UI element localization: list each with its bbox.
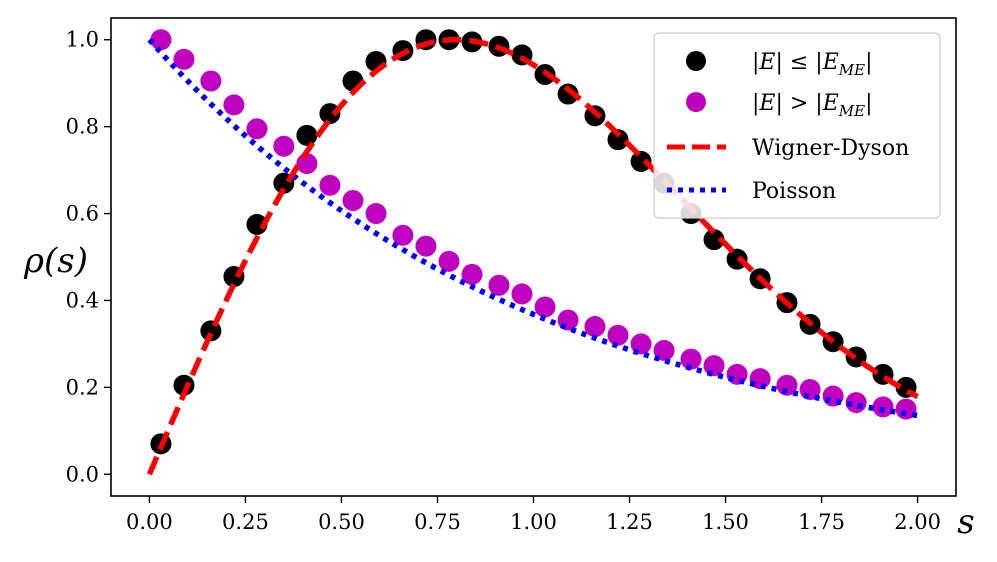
y-tick-label: 0.0 [66, 462, 99, 486]
point-above-mobility-edge [653, 339, 675, 361]
legend-marker-black-dot [686, 51, 706, 71]
y-tick-label: 0.2 [66, 375, 99, 399]
legend-label-above-mobility-edge: |E| > |EME| [752, 91, 873, 120]
point-above-mobility-edge [461, 263, 483, 285]
point-above-mobility-edge [726, 363, 748, 385]
point-above-mobility-edge [273, 135, 295, 157]
point-above-mobility-edge [392, 224, 414, 246]
y-axis-label: ρ(s) [23, 241, 88, 281]
point-below-mobility-edge [630, 150, 652, 172]
point-above-mobility-edge [776, 374, 798, 396]
point-above-mobility-edge [173, 48, 195, 70]
x-tick-label: 0.25 [222, 510, 269, 534]
point-above-mobility-edge [872, 396, 894, 418]
point-above-mobility-edge [415, 235, 437, 257]
series-layer [146, 29, 919, 476]
wigner-dyson-curve [146, 36, 919, 476]
point-above-mobility-edge [365, 203, 387, 225]
point-above-mobility-edge [488, 274, 510, 296]
point-above-mobility-edge [895, 398, 917, 420]
x-tick-label: 0.50 [318, 510, 365, 534]
x-tick-label: 1.25 [606, 510, 653, 534]
point-above-mobility-edge [534, 296, 556, 318]
x-axis-label: s [957, 502, 974, 542]
y-tick-label: 0.4 [66, 288, 99, 312]
y-tick-label: 1.0 [66, 28, 99, 52]
point-below-mobility-edge [703, 229, 725, 251]
x-tick-label: 1.00 [510, 510, 557, 534]
point-above-mobility-edge [200, 70, 222, 92]
point-below-mobility-edge [319, 103, 341, 125]
legend-label-below-mobility-edge: |E| ≤ |EME| [752, 50, 873, 79]
x-tick-label: 2.00 [894, 510, 941, 534]
point-above-mobility-edge [150, 29, 172, 51]
y-tick-label: 0.8 [66, 115, 99, 139]
point-below-mobility-edge [246, 213, 268, 235]
point-below-mobility-edge [296, 124, 318, 146]
point-above-mobility-edge [680, 348, 702, 370]
point-above-mobility-edge [607, 324, 629, 346]
point-above-mobility-edge [342, 190, 364, 212]
legend: |E| ≤ |EME| |E| > |EME| Wigner-Dyson Poi… [653, 32, 941, 219]
x-tick-label: 1.75 [798, 510, 845, 534]
point-above-mobility-edge [703, 355, 725, 377]
point-below-mobility-edge [607, 129, 629, 151]
y-tick-label: 0.6 [66, 202, 99, 226]
legend-label-wigner-dyson: Wigner-Dyson [752, 136, 909, 161]
axes-layer: 0.00 0.25 0.50 0.75 1.00 1.25 1.50 1.75 2.00 0.0 0… [66, 28, 941, 534]
x-tick-label: 0.00 [126, 510, 173, 534]
point-below-mobility-edge [173, 374, 195, 396]
x-tick-label: 0.75 [414, 510, 461, 534]
legend-frame [653, 32, 941, 219]
legend-marker-magenta-dot [686, 92, 706, 112]
point-above-mobility-edge [246, 118, 268, 140]
legend-label-poisson: Poisson [752, 179, 836, 204]
point-above-mobility-edge [319, 174, 341, 196]
point-above-mobility-edge [511, 283, 533, 305]
point-above-mobility-edge [223, 94, 245, 116]
x-tick-label: 1.50 [702, 510, 749, 534]
point-above-mobility-edge [584, 316, 606, 338]
poisson-curve [147, 37, 919, 419]
point-below-mobility-edge [557, 83, 579, 105]
point-above-mobility-edge [438, 250, 460, 272]
